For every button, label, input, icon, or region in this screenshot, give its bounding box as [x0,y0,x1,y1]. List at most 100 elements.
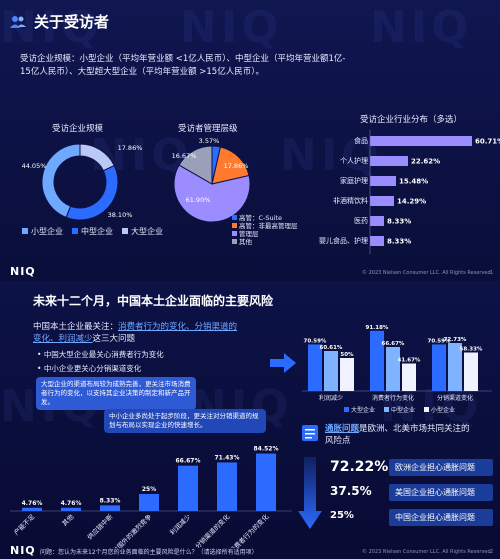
group-bar-value: 91.18% [366,325,389,331]
group-bar [324,350,338,391]
down-arrow-icon [298,457,322,529]
industry-bar [370,216,384,226]
slide-main-risks: NIQ NIQ NIQ 未来十二个月，中国本土企业面临的主要风险 中国本土企业最… [0,281,500,559]
legend-label: 大型企业 [351,406,375,414]
people-icon [10,14,26,28]
group-bar [386,346,400,391]
legend-label: 中型企业 [391,406,415,414]
bar-category-label: 家庭护理 [340,176,368,185]
pie-label: 3.57% [199,137,220,145]
risk-bar [100,505,120,511]
risk-bar [139,494,159,511]
legend-swatch [424,407,429,412]
concern-suffix: 这三大问题 [92,334,136,344]
document-icon [300,424,320,442]
inflation-label-china: 中国企业担心通胀问题 [389,509,493,526]
risk-category-label: 其他 [60,512,76,528]
note-small-enterprise: 中小企业多尚处于起步阶段，更关注对分销渠道的规划与布局以实现企业的快速增长。 [104,409,266,433]
inflation-highlight: 通胀问题 [325,424,360,434]
legend-item: 大型企业 [122,226,163,237]
legend-swatch [384,407,389,412]
risk-bar-value: 25% [142,486,156,493]
bar-category-label: 非酒精饮料 [333,196,368,205]
risk-category-label: 消费者行为的变化 [227,512,270,548]
group-bar-value: 72.73% [444,337,467,343]
bullet-item: • 中小企业更关心分销渠道变化 [37,364,142,373]
slide-about-respondents: NIQ NIQ NIQ NIQ NIQ 关于受访者 受访企业规模：小型企业（平均… [0,0,500,281]
donut-label: 44.05% [22,162,47,170]
risk-category-label: 分销渠道的变化 [193,512,232,548]
bar-value-label: 15.48% [399,178,428,186]
donut-slice-大型企业 [79,143,115,172]
slide-title: 未来十二个月，中国本土企业面临的主要风险 [33,294,274,308]
risk-category-label: 供应链中断 [85,512,115,542]
legend-item: 管理层 [232,230,298,238]
risk-bar-value: 66.67% [176,458,201,465]
bar-category-label: 食品 [354,136,368,145]
bar-category-label: 医药 [354,216,368,225]
risk-bar-value: 4.76% [22,500,43,507]
industry-chart-title: 受访企业行业分布（多选） [360,115,463,125]
industry-bar [370,136,472,146]
bar-value-label: 8.33% [387,218,411,226]
question-footnote: 问题：您认为未来12个月您的业务面临的主要风险是什么？（请选择所有适用项） [40,549,258,556]
inflation-text-part: 是欧洲、北美市场共同关注的 [359,424,470,434]
bullet-item: • 中国大型企业最关心消费者行为变化 [37,350,164,359]
page-number: 2 [490,549,494,555]
pie-label: 61.90% [186,196,211,204]
pie-slice-高管：非最高管理层 [211,146,250,185]
concern-text: 中国本土企业最关注：消费者行为的变化、分销渠道的 变化、利润减少这三大问题 [33,321,278,345]
concern-highlight: 消费者行为的变化、分销渠道的 [118,322,238,332]
legend-swatch [344,407,349,412]
group-bar [464,352,478,391]
donut-label: 38.10% [108,211,133,219]
group-category-label: 消费者行为变化 [372,394,414,402]
scale-donut-chart: 17.86% 38.10% 44.05% [22,143,143,221]
risk-bar [61,507,81,511]
intro-text: 受访企业规模：小型企业（平均年营业额 <1亿人民币）、中型企业（平均年营业额1亿… [20,53,490,79]
group-bar-value: 50% [340,352,354,358]
bar-value-label: 8.33% [387,238,411,246]
bar-value-label: 22.62% [411,158,440,166]
group-bar [448,342,462,391]
inflation-text-part: 风险点 [325,436,351,446]
risk-bar-value: 8.33% [100,497,121,504]
donut-label: 17.86% [118,144,143,152]
watermark: NIQ [280,130,383,181]
industry-bar [370,236,384,246]
legend-item: 其他 [232,238,298,246]
risk-category-label: 利润减少 [168,512,193,537]
group-bar-value: 66.67% [382,341,405,347]
pie-slice-管理层 [173,164,251,223]
note-large-enterprise: 大型企业的渠道布局较为成熟完善，更关注市场消费者行为的变化，以支持其企业决策的制… [36,377,196,410]
legend-item: 高管：非最高管理层 [232,222,298,230]
legend-item: 小型企业 [22,226,63,237]
industry-bar-chart: 食品 60.71% 个人护理 22.62% 家庭护理 15.48% 非酒精饮料 14.29% 医… [319,130,500,254]
group-bar-value: 60.61% [320,345,343,351]
bar-category-label: 个人护理 [340,156,368,165]
intro-line: 受访企业规模：小型企业（平均年营业额 <1亿人民币）、中型企业（平均年营业额1亿… [20,54,346,64]
concern-highlight: 变化、利润减少 [33,334,93,344]
risk-bar-value: 71.43% [215,454,240,461]
page-title: 关于受访者 [34,13,110,31]
bar-value-label: 14.29% [397,198,426,206]
niq-logo: NIQ [10,544,36,557]
concern-prefix: 中国本土企业最关注： [33,322,119,332]
group-category-label: 利润减少 [319,394,343,402]
mgmt-legend: 高管：C-Suite 高管：非最高管理层 管理层 其他 [232,214,298,246]
mgmt-chart-title: 受访者管理层级 [178,124,238,134]
industry-bar [370,196,395,206]
legend-item: 中型企业 [72,226,113,237]
inflation-pct-china: 25% [330,510,354,521]
risk-bar [178,465,198,511]
group-bar-value: 70.59% [428,338,451,344]
legend-label: 小型企业 [431,406,455,414]
inflation-pct-europe: 72.22% [330,459,389,475]
donut-slice-小型企业 [41,143,81,219]
inflation-text: 通胀问题是欧洲、北美市场共同关注的 风险点 [325,423,495,447]
risk-bar-value: 4.76% [61,500,82,507]
inflation-pct-us: 37.5% [330,484,372,498]
group-bar [402,363,416,391]
arrow-right-icon [270,351,296,375]
group-bar [340,358,354,391]
